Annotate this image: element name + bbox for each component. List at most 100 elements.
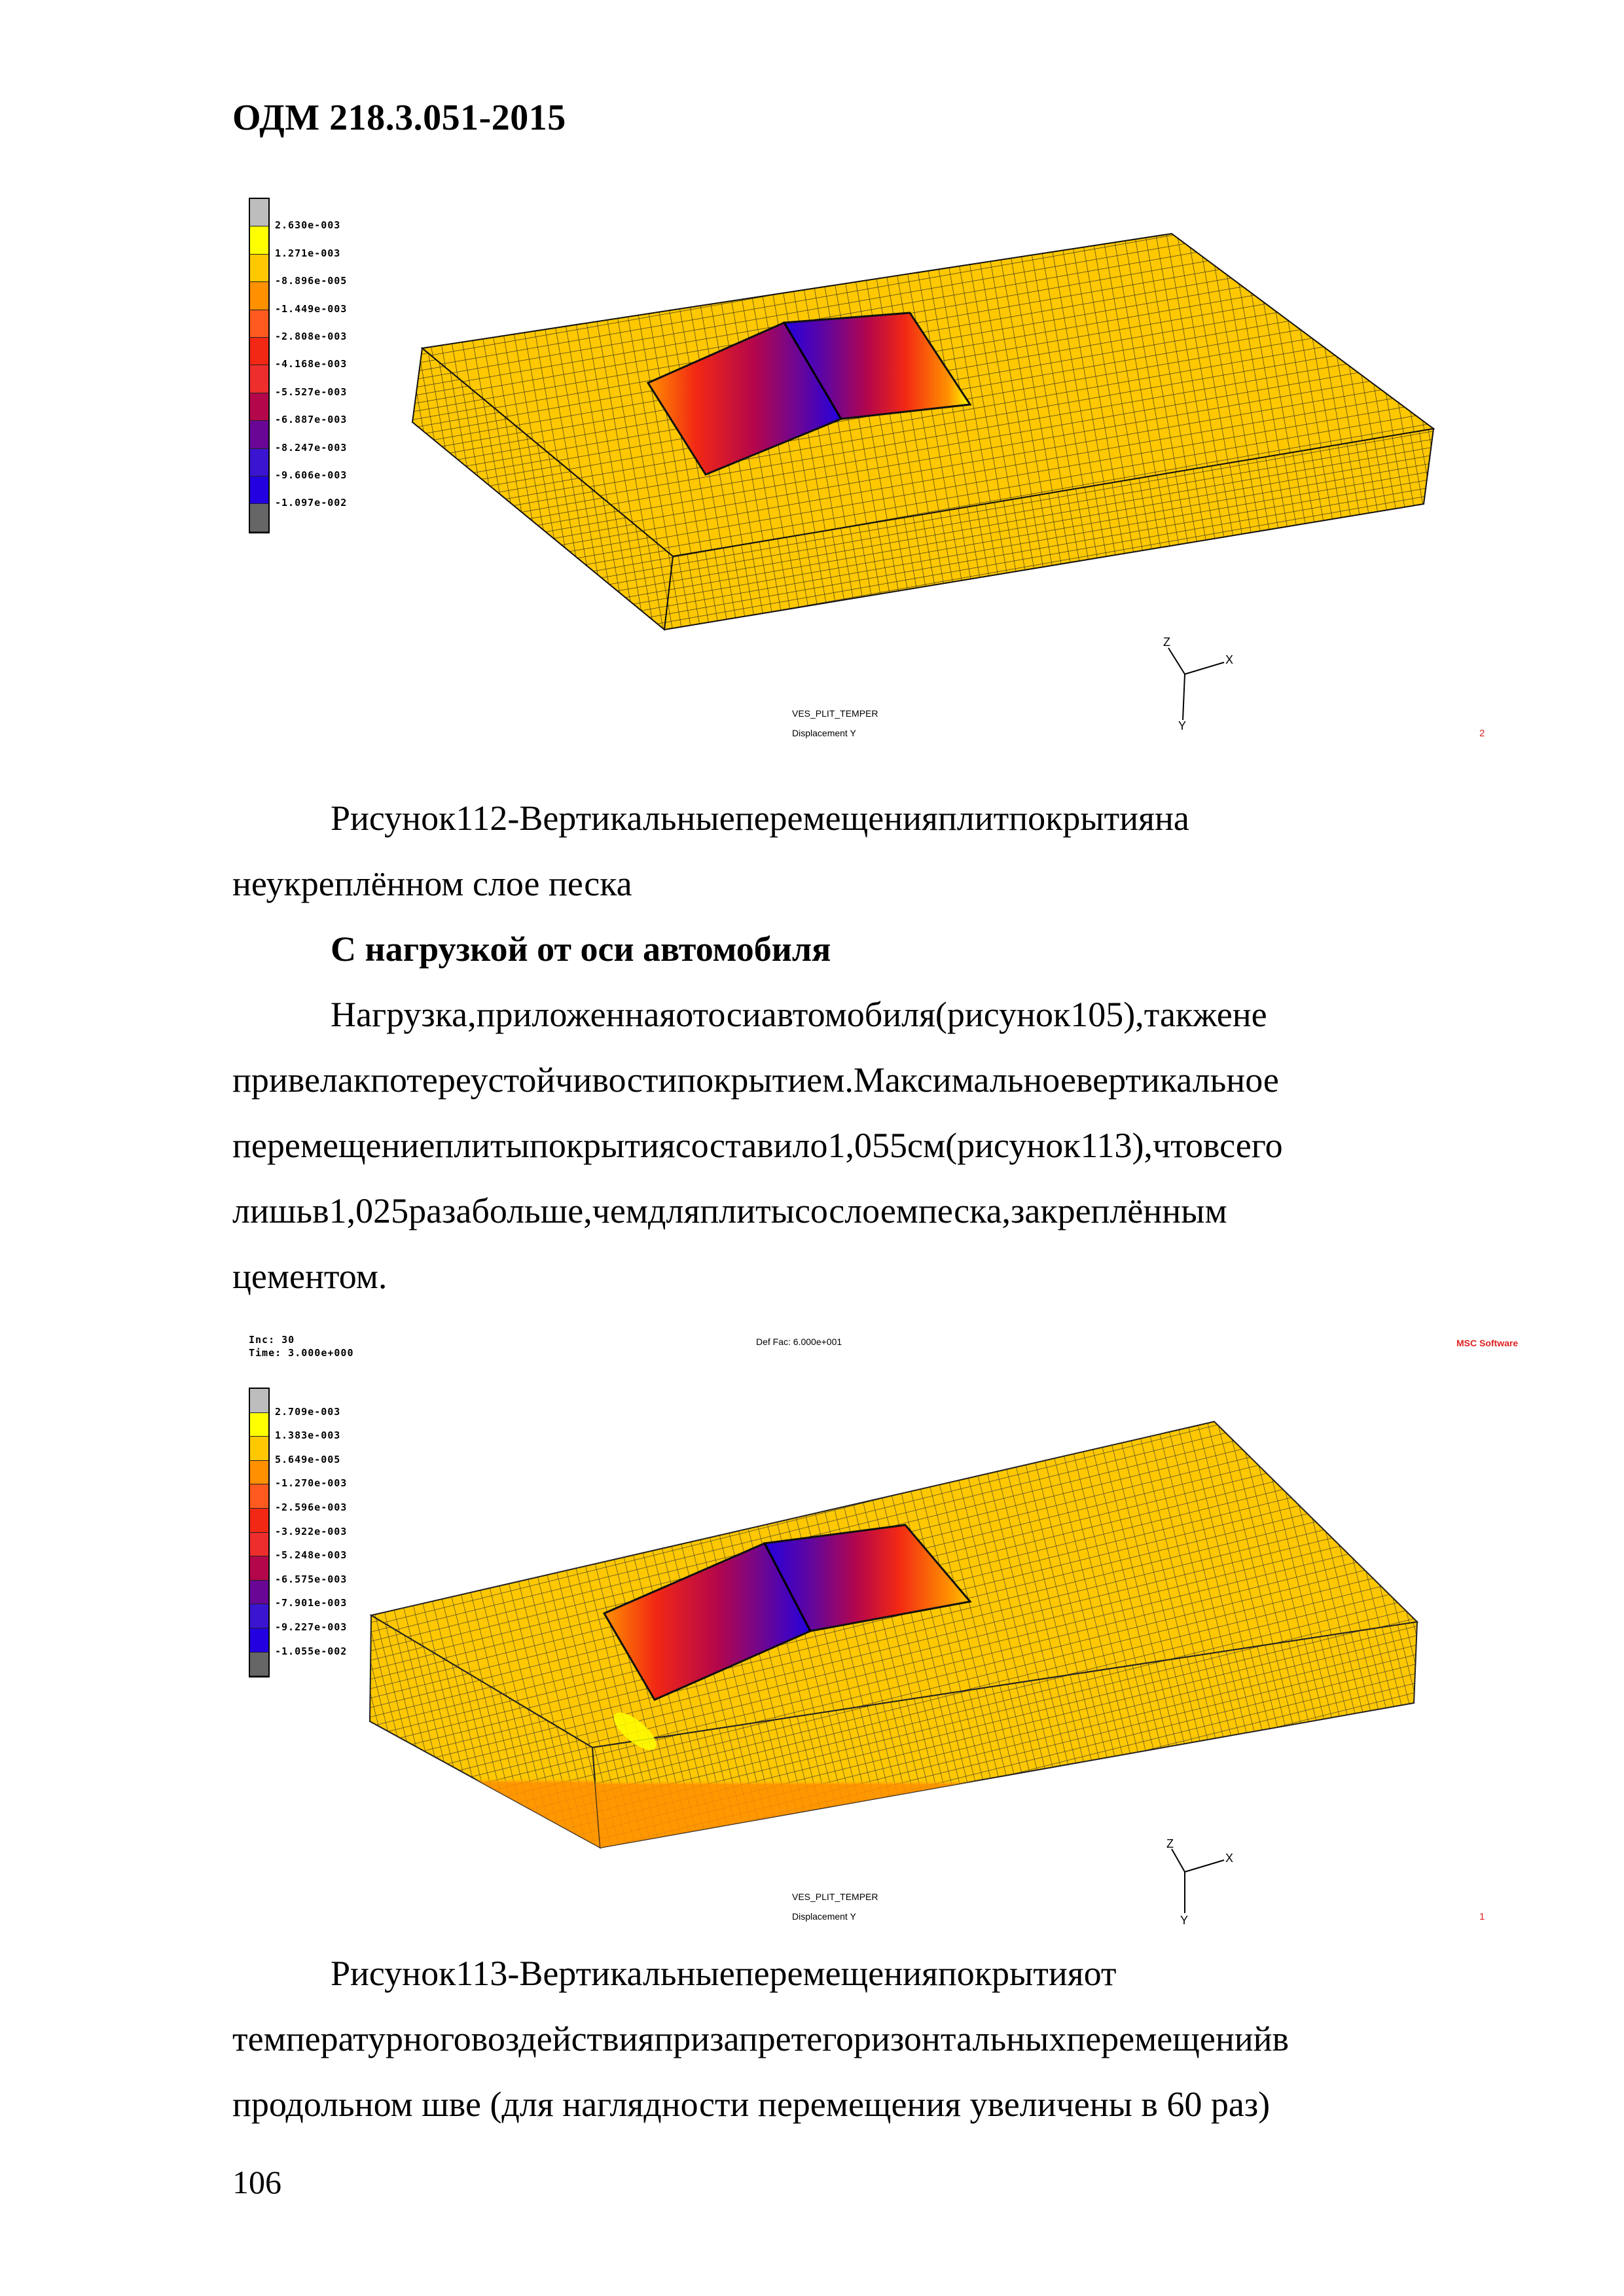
legend-swatch [250,393,268,422]
word: 112 [456,798,508,838]
legend-value: 5.649e-005 [275,1453,341,1465]
legend-value: 1.383e-003 [275,1429,341,1442]
caption-line: Рисунок112-Вертикальныеперемещенияплитпо… [232,785,1512,851]
caption-line: Рисунок113-Вертикальныеперемещенияпокрыт… [232,1941,1512,2006]
legend-swatch [250,226,268,255]
legend-swatch [250,1604,268,1628]
word: температурного [232,2019,471,2058]
legend-swatch [250,1460,268,1485]
axis-triad-icon [1168,647,1225,721]
figure-113-caption: Рисунок113-Вертикальныеперемещенияпокрыт… [232,1941,1512,2137]
word: 113 [456,1954,508,1993]
fem-model-render: Z X Y [411,232,1435,732]
word: перемещение [232,1126,435,1165]
legend-value: -6.575e-003 [275,1573,348,1585]
legend-value: -8.896e-005 [275,275,348,287]
word: всего [1202,1126,1283,1165]
legend-color-bar [249,1388,270,1678]
legend-swatch [250,337,268,366]
word: при [654,2019,710,2058]
legend-swatch [250,1437,268,1461]
paragraph-line: лишьв1,025разабольше,чемдляплитысослоемп… [232,1178,1512,1244]
word: 105), [1070,995,1144,1034]
job-name-label: VES_PLIT_TEMPER [792,1892,878,1902]
figure-112: 2.630e-003 1.271e-003 -8.896e-005 -1.449e-0… [223,190,1532,766]
word: устойчивости [470,1060,677,1100]
word: плиты [700,1191,795,1230]
word: раза [408,1191,472,1230]
legend-value: -4.168e-003 [275,358,348,370]
caption-line: температурноговоздействияпризапретегориз… [232,2006,1512,2072]
time-label: Time: 3.000e+000 [249,1347,354,1359]
word: для [648,1191,700,1230]
legend-swatch [250,421,268,449]
word: лишь [232,1191,313,1230]
svg-text:Z: Z [1166,1837,1174,1850]
legend-value: -1.449e-003 [275,302,348,315]
word: покрытием. [677,1060,854,1100]
body-paragraph: Нагрузка,приложеннаяотосиавтомобиля(рису… [232,982,1512,1309]
legend-value: 2.709e-003 [275,1405,341,1418]
legend-value: 1.271e-003 [275,247,341,259]
word: Рисунок [331,1954,456,1993]
result-type-label: Displacement Y [792,1911,856,1922]
caption-line: неукреплённом слое песка [232,864,632,903]
word: также [1144,995,1233,1034]
word: в [1272,2019,1290,2058]
fem-model-render: Z X Y [369,1420,1419,1927]
paragraph-line: цементом. [232,1257,388,1296]
word: Нагрузка, [331,995,477,1034]
word: закреплённым [1011,1191,1227,1230]
legend-swatch [250,1556,268,1581]
legend-value: -2.596e-003 [275,1501,348,1513]
legend-value: -2.808e-003 [275,331,348,342]
axis-triad-icon [1171,1848,1225,1913]
word: покрытия [529,1126,676,1165]
legend-value: -5.527e-003 [275,386,348,398]
word: 1,025 [329,1191,409,1230]
section-heading-block: С нагрузкой от оси автомобиля [232,916,1512,982]
word: на [1154,798,1189,838]
word: плиты [435,1126,530,1165]
word: горизонтальных [822,2019,1067,2058]
legend-swatch [250,1652,268,1677]
legend-value: -1.055e-002 [275,1645,348,1657]
frame-number: 1 [1479,1911,1485,1922]
word: запрете [710,2019,823,2058]
legend-value: -7.901e-003 [275,1597,348,1609]
word: оси [708,995,761,1034]
svg-text:X: X [1225,653,1233,666]
svg-text:Y: Y [1180,1914,1188,1927]
paragraph-line: перемещениеплитыпокрытиясоставило1,055см… [232,1113,1512,1178]
word: 1,055 [827,1126,908,1165]
legend-swatch [250,1628,268,1653]
job-name-label: VES_PLIT_TEMPER [792,708,878,719]
word: - [507,798,520,838]
figure-112-caption: Рисунок112-Вертикальныеперемещенияплитпо… [232,785,1512,916]
word: Рисунок [331,798,456,838]
legend-swatch [250,282,268,310]
word: от [1083,1954,1117,1993]
word: составило [675,1126,828,1165]
word: Максимальное [853,1060,1076,1100]
word: плит [937,798,1009,838]
legend-swatch [250,476,268,505]
paragraph-line: Нагрузка,приложеннаяотосиавтомобиля(рису… [232,982,1512,1047]
legend-swatch [250,254,268,283]
word: покрытия [937,1954,1084,1993]
legend-value: -1.097e-002 [275,497,348,509]
word: чем [592,1191,649,1230]
document-header: ОДМ 218.3.051-2015 [232,98,566,138]
page-number: 106 [232,2164,281,2200]
legend-swatch [250,365,268,393]
word: Вертикальные [519,1954,735,1993]
svg-text:Y: Y [1178,719,1186,732]
word: Вертикальные [519,798,735,838]
legend-color-bar [249,198,270,533]
svg-text:X: X [1225,1852,1233,1865]
word: приложенная [476,995,676,1034]
legend-swatch [250,1508,268,1533]
legend-swatch [250,1580,268,1605]
legend-value: 2.630e-003 [275,219,341,232]
caption-line: продольном шве (для наглядности перемеще… [232,2085,1271,2124]
